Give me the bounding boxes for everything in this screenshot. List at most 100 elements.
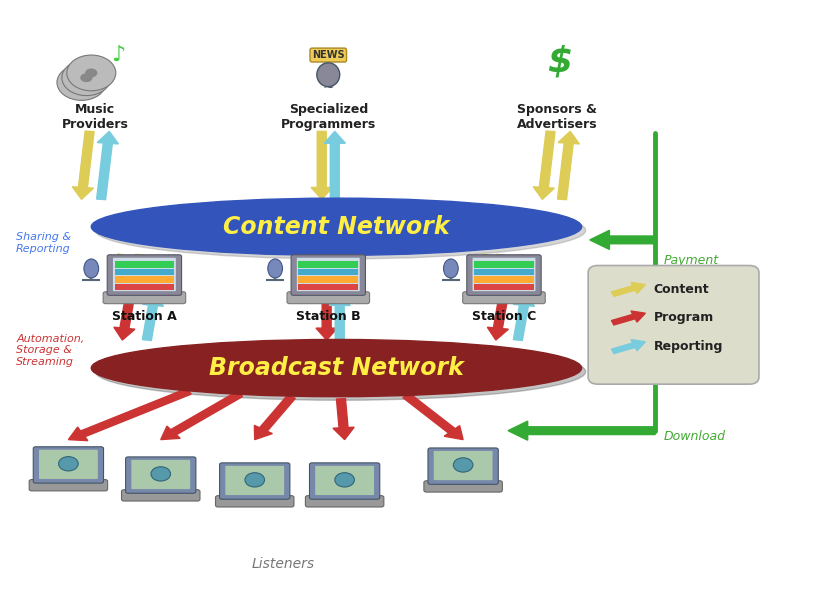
FancyBboxPatch shape [296, 258, 360, 291]
FancyArrow shape [310, 131, 332, 199]
FancyArrow shape [513, 294, 534, 340]
Ellipse shape [316, 63, 339, 87]
FancyArrow shape [324, 131, 345, 199]
FancyBboxPatch shape [107, 255, 181, 295]
Circle shape [58, 456, 78, 471]
FancyArrow shape [161, 391, 242, 440]
Text: Station B: Station B [296, 310, 360, 323]
Bar [473, 283, 533, 290]
FancyBboxPatch shape [305, 495, 383, 507]
Circle shape [57, 65, 106, 101]
Bar [298, 276, 358, 283]
FancyBboxPatch shape [215, 495, 293, 507]
FancyBboxPatch shape [466, 255, 541, 295]
FancyArrow shape [254, 395, 295, 440]
Text: Payment: Payment [663, 254, 717, 267]
Bar [473, 276, 533, 283]
Bar [298, 269, 358, 275]
FancyBboxPatch shape [462, 292, 545, 304]
Text: Listeners: Listeners [251, 557, 314, 571]
FancyBboxPatch shape [314, 466, 373, 495]
Circle shape [61, 60, 111, 96]
FancyArrow shape [532, 131, 554, 199]
Ellipse shape [91, 340, 581, 397]
FancyBboxPatch shape [125, 457, 196, 493]
FancyBboxPatch shape [29, 480, 107, 491]
FancyBboxPatch shape [309, 463, 379, 499]
Text: Sharing &
Reporting: Sharing & Reporting [16, 232, 71, 253]
Circle shape [66, 55, 115, 91]
FancyBboxPatch shape [287, 292, 369, 304]
FancyArrow shape [305, 255, 327, 277]
Text: ♪: ♪ [111, 45, 125, 65]
Circle shape [334, 473, 354, 487]
FancyBboxPatch shape [587, 265, 758, 384]
Circle shape [85, 68, 97, 77]
Bar [115, 283, 174, 290]
Ellipse shape [443, 259, 458, 278]
FancyArrow shape [108, 254, 129, 277]
FancyArrow shape [114, 293, 135, 340]
Bar [115, 269, 174, 275]
Text: NEWS: NEWS [311, 50, 344, 60]
FancyBboxPatch shape [121, 490, 200, 501]
Text: Specialized
Programmers: Specialized Programmers [280, 103, 375, 131]
Text: ~: ~ [322, 81, 333, 95]
FancyBboxPatch shape [39, 450, 97, 479]
Text: Automation,
Storage &
Streaming: Automation, Storage & Streaming [16, 334, 84, 367]
Ellipse shape [84, 259, 98, 278]
FancyBboxPatch shape [219, 463, 289, 499]
FancyArrow shape [611, 311, 645, 325]
Circle shape [245, 473, 265, 487]
FancyBboxPatch shape [472, 258, 535, 291]
FancyArrow shape [143, 294, 163, 340]
FancyArrow shape [154, 255, 174, 278]
FancyBboxPatch shape [103, 292, 185, 304]
FancyBboxPatch shape [433, 451, 492, 480]
Text: Content Network: Content Network [223, 215, 449, 239]
Text: Program: Program [653, 311, 713, 325]
Text: Music
Providers: Music Providers [62, 103, 129, 131]
Text: Content: Content [653, 283, 708, 296]
Circle shape [151, 467, 170, 481]
FancyArrow shape [333, 398, 354, 440]
Bar [298, 283, 358, 290]
Text: Station A: Station A [112, 310, 177, 323]
FancyBboxPatch shape [131, 460, 190, 489]
FancyArrow shape [315, 294, 337, 340]
Circle shape [75, 78, 88, 87]
Text: Reporting: Reporting [653, 340, 722, 353]
Ellipse shape [91, 198, 581, 255]
Text: Broadcast Network: Broadcast Network [209, 356, 464, 380]
FancyArrow shape [319, 255, 341, 277]
FancyBboxPatch shape [428, 448, 498, 485]
FancyBboxPatch shape [34, 447, 103, 483]
Circle shape [80, 73, 93, 82]
FancyArrow shape [508, 255, 528, 278]
Bar [298, 261, 358, 268]
FancyBboxPatch shape [113, 258, 175, 291]
FancyArrow shape [328, 294, 350, 340]
Text: Station C: Station C [471, 310, 536, 323]
FancyArrow shape [402, 393, 463, 440]
Ellipse shape [95, 343, 585, 400]
FancyArrow shape [486, 293, 508, 340]
Text: $: $ [546, 44, 572, 78]
FancyArrow shape [72, 131, 94, 199]
FancyBboxPatch shape [291, 255, 365, 295]
FancyArrow shape [611, 340, 645, 353]
FancyArrow shape [68, 388, 191, 441]
FancyBboxPatch shape [423, 481, 502, 492]
Bar [115, 261, 174, 268]
FancyArrow shape [589, 231, 654, 249]
FancyArrow shape [488, 255, 509, 277]
FancyArrow shape [128, 255, 149, 277]
Bar [115, 276, 174, 283]
Bar [473, 269, 533, 275]
FancyBboxPatch shape [225, 466, 284, 495]
Circle shape [453, 458, 473, 472]
FancyArrow shape [97, 131, 118, 199]
Text: Download: Download [663, 430, 725, 443]
FancyArrow shape [611, 282, 645, 297]
Ellipse shape [268, 259, 283, 278]
